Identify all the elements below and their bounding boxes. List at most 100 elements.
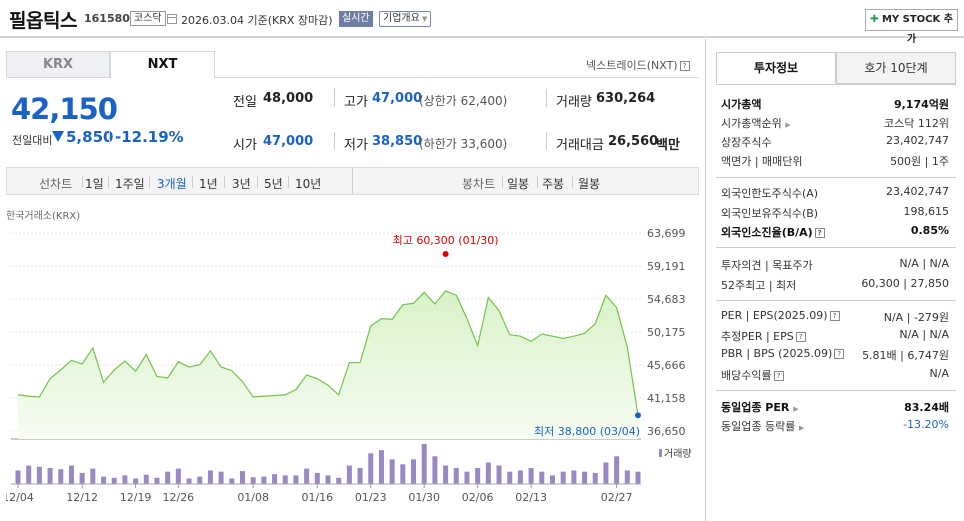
- info-key-text: 배당수익률: [721, 369, 772, 382]
- volume-bar: [304, 468, 310, 484]
- info-key: 투자의견 | 목표주가: [721, 259, 813, 272]
- info-value: 500원 | 1주: [890, 155, 949, 168]
- volume-bar: [549, 475, 555, 484]
- y-tick-label: 63,699: [647, 227, 686, 240]
- info-row: 투자의견 | 목표주가 N/A | N/A: [721, 257, 949, 273]
- info-row[interactable]: 동일업종 PER ▶ 83.24배: [721, 399, 949, 415]
- period-5y[interactable]: 5년: [264, 177, 283, 191]
- info-row: 52주최고 | 최저 60,300 | 27,850: [721, 277, 949, 293]
- volume-bar: [485, 462, 491, 484]
- divider: [288, 176, 289, 188]
- volume-bar: [453, 468, 459, 484]
- tab-krx[interactable]: KRX: [6, 51, 110, 78]
- x-tick-label: 01/23: [355, 491, 387, 504]
- info-row: 배당수익률? N/A: [721, 367, 949, 383]
- x-tick-label: 12/12: [66, 491, 98, 504]
- section-divider: [716, 390, 956, 391]
- volume-bar: [507, 471, 513, 484]
- high-annotation: 최고 60,300 (01/30): [393, 234, 499, 247]
- info-value: 코스닥 112위: [884, 117, 949, 130]
- y-tick-label: 54,683: [647, 293, 686, 306]
- x-tick-label: 01/16: [301, 491, 333, 504]
- info-row: 상장주식수 23,402,747: [721, 134, 949, 150]
- info-key: 시가총액: [721, 98, 762, 111]
- volume-bar: [175, 468, 181, 484]
- divider: [502, 176, 503, 188]
- info-key: 액면가 | 매매단위: [721, 155, 803, 168]
- divider: [546, 132, 547, 150]
- volume-bar: [15, 470, 21, 484]
- volume-bar: [475, 468, 481, 484]
- period-1d[interactable]: 1일: [85, 177, 104, 191]
- volume-bar: [635, 471, 641, 484]
- volume-bar: [314, 472, 320, 484]
- mystock-label: MY STOCK 추가: [881, 14, 953, 45]
- period-3y[interactable]: 3년: [232, 177, 251, 191]
- corp-info-label: 기업개요: [383, 13, 420, 24]
- volume-legend-label: 거래량: [664, 448, 692, 460]
- info-key-text: 동일업종 PER: [721, 401, 790, 414]
- divider: [334, 132, 335, 150]
- candle-monthly[interactable]: 월봉: [578, 177, 601, 191]
- prev-label: 전일: [233, 95, 257, 110]
- info-key-text: 동일업종 등락률: [721, 420, 796, 433]
- help-icon[interactable]: ?: [829, 311, 840, 321]
- candle-weekly[interactable]: 주봉: [542, 177, 565, 191]
- low-annotation: 최저 38,800 (03/04): [534, 425, 640, 438]
- divider: [352, 168, 353, 194]
- low-marker: [635, 412, 641, 419]
- info-value: N/A | N/A: [899, 328, 949, 341]
- candle-daily[interactable]: 일봉: [507, 177, 530, 191]
- volume-bar: [443, 465, 449, 484]
- info-key: 외국인소진율(B/A)?: [721, 224, 825, 240]
- x-tick-label: 02/27: [601, 491, 633, 504]
- tab-invest-info[interactable]: 투자정보: [716, 52, 836, 84]
- info-value: 23,402,747: [886, 134, 949, 147]
- corp-info-dropdown[interactable]: 기업개요 ▼: [379, 11, 432, 27]
- volume-bar: [400, 464, 406, 484]
- info-key: 동일업종 등락률 ▶: [721, 418, 804, 434]
- divider: [108, 176, 109, 188]
- period-1w[interactable]: 1주일: [115, 177, 145, 191]
- help-icon[interactable]: ?: [679, 61, 690, 71]
- mystock-add-button[interactable]: ✚ MY STOCK 추가: [865, 9, 958, 45]
- period-3m[interactable]: 3개월: [157, 177, 187, 191]
- volume-bar: [539, 471, 545, 484]
- change-percent: -12.19%: [115, 128, 184, 146]
- volume-bar: [411, 459, 417, 484]
- info-row[interactable]: 동일업종 등락률 ▶ -13.20%: [721, 418, 949, 434]
- divider: [257, 176, 258, 188]
- volume-bar: [624, 470, 630, 484]
- volume-bar: [603, 462, 609, 484]
- tab-nxt[interactable]: NXT: [110, 51, 215, 78]
- help-icon[interactable]: ?: [834, 349, 845, 359]
- period-10y[interactable]: 10년: [295, 177, 322, 191]
- line-chart-label: 선차트: [39, 177, 73, 191]
- tab-orderbook[interactable]: 호가 10단계: [836, 52, 956, 84]
- volume-bar: [250, 477, 256, 484]
- realtime-badge[interactable]: 실시간: [339, 11, 373, 27]
- volume-bar: [272, 474, 278, 484]
- volume-bar: [229, 478, 235, 484]
- help-icon[interactable]: ?: [773, 371, 784, 381]
- volume-bar: [26, 465, 32, 484]
- stock-code: 161580: [84, 12, 130, 25]
- amount-label: 거래대금: [556, 138, 604, 153]
- section-divider: [716, 177, 956, 178]
- chevron-right-icon: ▶: [798, 424, 805, 432]
- period-1y[interactable]: 1년: [199, 177, 218, 191]
- info-row[interactable]: 시가총액순위 ▶ 코스닥 112위: [721, 115, 949, 131]
- info-key-text: PBR | BPS (2025.09): [721, 347, 833, 360]
- volume-bar: [90, 468, 96, 484]
- help-icon[interactable]: ?: [814, 228, 825, 238]
- volume-bar: [496, 465, 502, 484]
- divider: [572, 176, 573, 188]
- volume-bar: [79, 472, 85, 484]
- divider: [334, 89, 335, 107]
- info-row: 외국인보유주식수(B) 198,615: [721, 205, 949, 221]
- volume-bar: [614, 456, 620, 484]
- help-icon[interactable]: ?: [795, 332, 806, 342]
- info-value: N/A | -279원: [883, 311, 949, 324]
- amount-unit: 백만: [656, 138, 680, 153]
- info-key: 외국인보유주식수(B): [721, 207, 819, 220]
